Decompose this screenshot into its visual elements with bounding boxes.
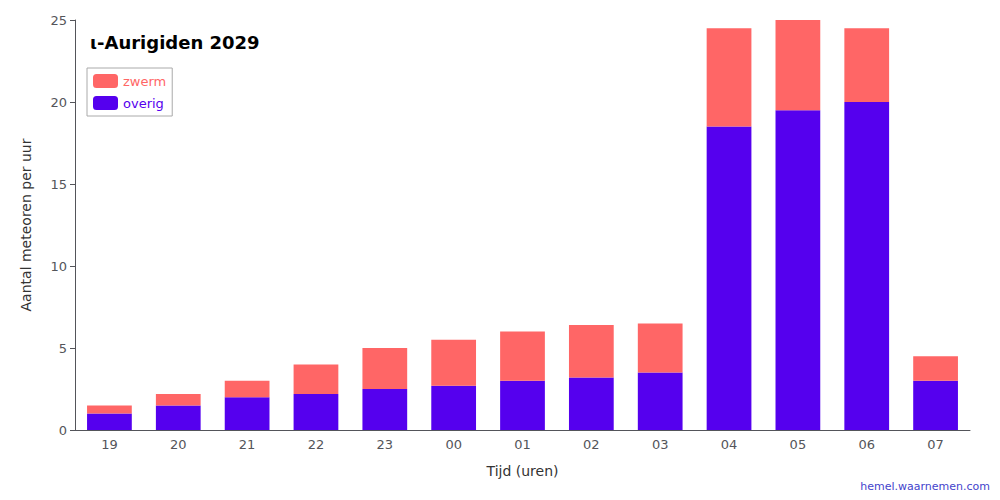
svg-text:23: 23 xyxy=(377,437,394,452)
svg-text:0: 0 xyxy=(59,423,67,438)
svg-text:06: 06 xyxy=(858,437,875,452)
svg-text:02: 02 xyxy=(583,437,600,452)
svg-text:20: 20 xyxy=(170,437,187,452)
svg-text:ι-Aurigiden 2029: ι-Aurigiden 2029 xyxy=(90,32,260,53)
svg-text:05: 05 xyxy=(790,437,807,452)
svg-text:zwerm: zwerm xyxy=(123,74,166,89)
svg-text:04: 04 xyxy=(721,437,738,452)
svg-text:01: 01 xyxy=(514,437,531,452)
svg-text:hemel.waarnemen.com: hemel.waarnemen.com xyxy=(860,480,990,493)
svg-text:00: 00 xyxy=(445,437,462,452)
svg-text:10: 10 xyxy=(50,259,67,274)
svg-text:07: 07 xyxy=(927,437,944,452)
svg-text:22: 22 xyxy=(308,437,325,452)
svg-text:Aantal meteoren per uur: Aantal meteoren per uur xyxy=(18,138,34,311)
svg-text:20: 20 xyxy=(50,95,67,110)
svg-text:overig: overig xyxy=(123,96,164,111)
svg-text:Tijd (uren): Tijd (uren) xyxy=(486,463,559,479)
svg-text:21: 21 xyxy=(239,437,256,452)
svg-text:5: 5 xyxy=(59,341,67,356)
svg-text:19: 19 xyxy=(101,437,118,452)
svg-text:15: 15 xyxy=(50,177,67,192)
svg-text:25: 25 xyxy=(50,13,67,28)
svg-text:03: 03 xyxy=(652,437,669,452)
